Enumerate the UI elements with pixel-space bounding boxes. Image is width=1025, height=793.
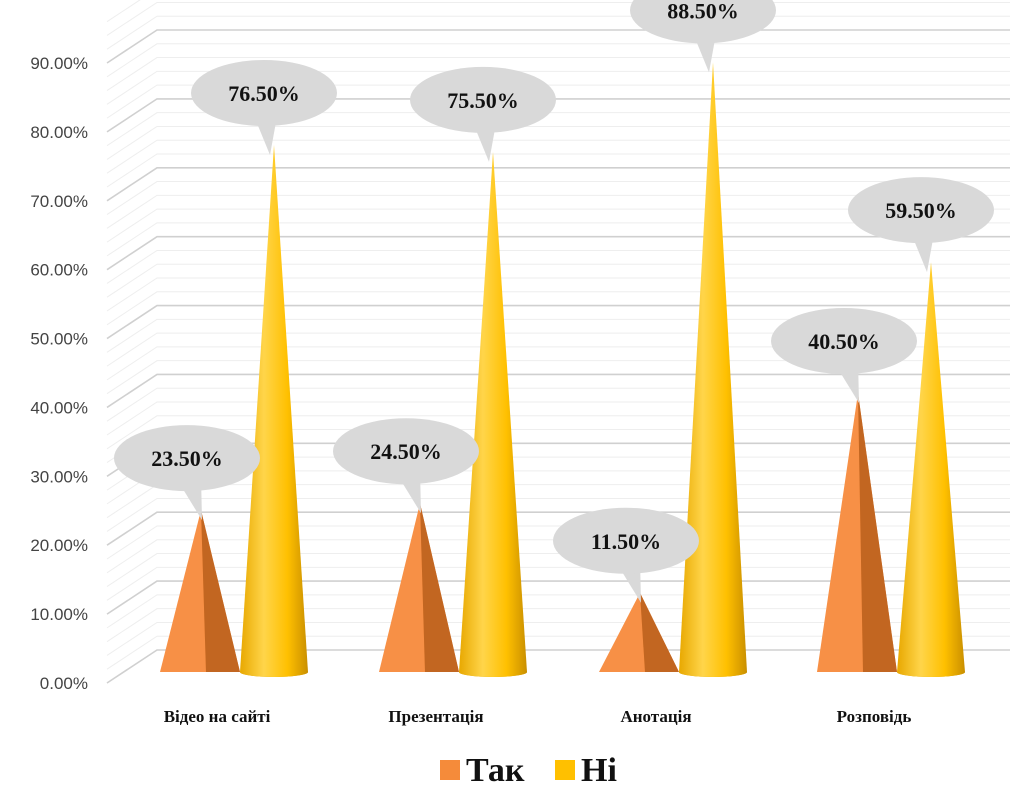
data-labels: 23.50% 76.50% 24.50% 75.50% 11.50% 88.50% 40.5… — [114, 0, 994, 603]
major-gridline — [106, 166, 1010, 202]
minor-gridline — [106, 125, 1010, 160]
legend-item-ni: Ні — [555, 752, 617, 789]
minor-gridline — [106, 153, 1010, 188]
minor-gridline — [106, 0, 141, 23]
x-category-label: Презентація — [388, 707, 483, 726]
minor-gridline — [106, 57, 1010, 91]
minor-gridline — [106, 277, 1010, 312]
legend-swatch — [440, 760, 460, 780]
x-category-label: Розповідь — [837, 707, 912, 726]
data-label-callout: 76.50% — [191, 60, 337, 155]
y-tick-label: 80.00% — [30, 123, 88, 142]
y-tick-label: 50.00% — [30, 330, 88, 349]
y-tick-label: 30.00% — [30, 467, 88, 486]
y-tick-label: 10.00% — [30, 605, 88, 624]
legend-label: Так — [466, 752, 525, 789]
data-label: 24.50% — [370, 439, 442, 464]
data-label: 88.50% — [667, 0, 739, 23]
cone-tak — [817, 393, 897, 672]
x-axis: Відео на сайті Презентація Анотація Розпові… — [164, 707, 912, 726]
cone-ni — [459, 151, 527, 677]
legend-label: Ні — [581, 752, 617, 789]
minor-gridline — [106, 181, 1010, 215]
data-label: 23.50% — [151, 446, 223, 471]
data-label-callout: 11.50% — [553, 507, 699, 603]
x-category-label: Анотація — [620, 707, 691, 726]
minor-gridline — [106, 222, 1010, 257]
minor-gridline — [106, 263, 1010, 298]
y-tick-label: 40.00% — [30, 398, 88, 417]
x-category-label: Відео на сайті — [164, 707, 271, 726]
minor-gridline — [106, 139, 1010, 174]
y-tick-label: 0.00% — [40, 674, 88, 693]
minor-gridline — [106, 194, 1010, 229]
data-label-callout: 75.50% — [410, 66, 556, 162]
data-label-callout: 88.50% — [630, 0, 776, 73]
y-tick-label: 60.00% — [30, 261, 88, 280]
data-label: 40.50% — [808, 329, 880, 354]
y-tick-label: 70.00% — [30, 192, 88, 211]
minor-gridline — [106, 70, 1010, 105]
minor-gridline — [106, 208, 1010, 243]
cone-ni — [240, 145, 308, 677]
major-gridline — [106, 235, 1010, 271]
cone-ni — [897, 262, 965, 677]
data-label: 11.50% — [591, 529, 661, 554]
data-label-callout: 40.50% — [771, 308, 917, 403]
y-axis: 0.00% 10.00% 20.00% 30.00% 40.00% 50.00% 60.00… — [30, 54, 88, 693]
legend-item-tak: Так — [440, 752, 525, 789]
data-label-callout: 24.50% — [333, 418, 479, 514]
cone-tak — [599, 592, 679, 672]
minor-gridline — [106, 249, 1010, 284]
data-label: 59.50% — [885, 198, 957, 223]
legend: Так Ні — [440, 752, 617, 789]
y-tick-label: 20.00% — [30, 536, 88, 555]
cone-tak — [160, 510, 240, 672]
data-label-callout: 23.50% — [114, 425, 260, 521]
data-label: 76.50% — [228, 81, 300, 106]
minor-gridline — [106, 43, 1010, 78]
major-gridline — [106, 98, 1010, 133]
cone-ni — [679, 62, 747, 678]
cone-tak — [379, 503, 459, 672]
data-label: 75.50% — [447, 88, 519, 113]
minor-gridline — [106, 112, 1010, 147]
data-label-callout: 59.50% — [848, 177, 994, 273]
plot-area — [160, 62, 965, 678]
minor-gridline — [106, 84, 1010, 119]
y-tick-label: 90.00% — [30, 54, 88, 73]
legend-swatch — [555, 760, 575, 780]
